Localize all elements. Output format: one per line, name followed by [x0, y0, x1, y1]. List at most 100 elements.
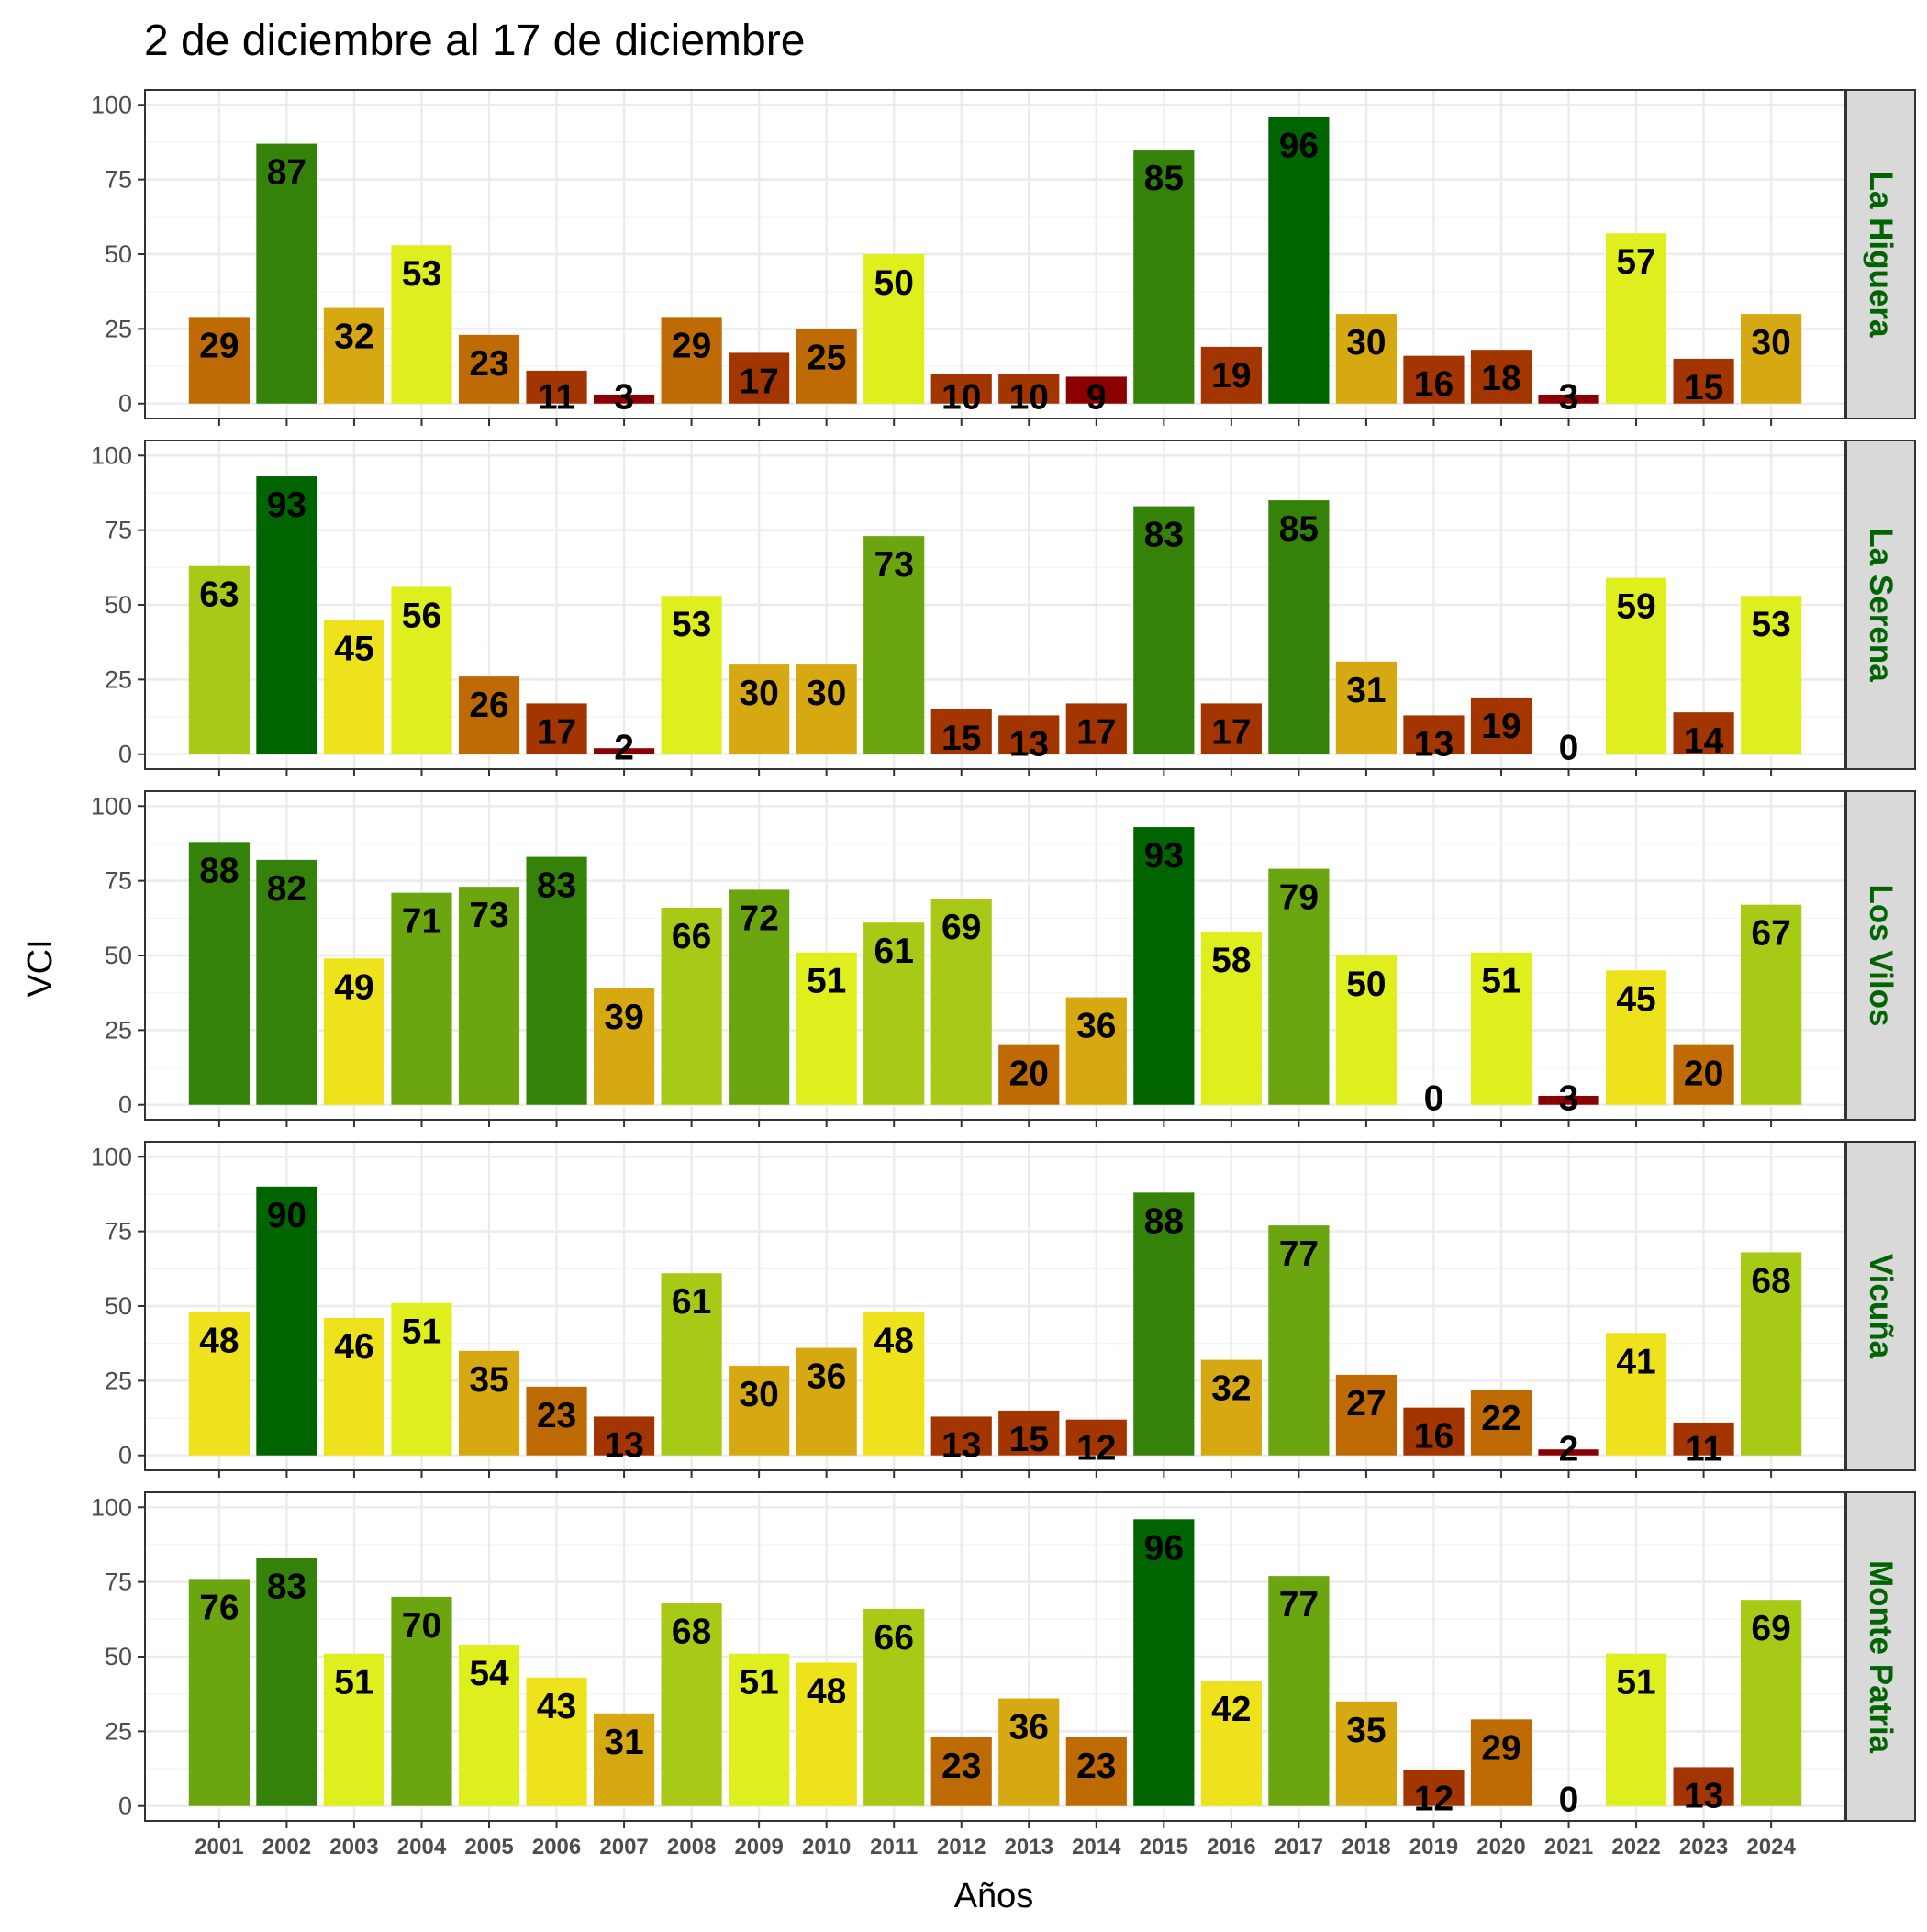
bar-value-label: 29 — [199, 326, 239, 365]
bar-value-label: 53 — [402, 254, 441, 294]
bar — [930, 899, 992, 1105]
x-tick-label: 2002 — [262, 1835, 311, 1859]
bar-value-label: 23 — [469, 344, 508, 384]
bar — [593, 1416, 655, 1456]
y-tick-label: 75 — [105, 517, 132, 544]
bar-value-label: 31 — [604, 1723, 643, 1762]
bar — [1470, 952, 1532, 1105]
bar-value-label: 15 — [1009, 1420, 1049, 1459]
bar-value-label: 88 — [1144, 1201, 1184, 1241]
bar — [998, 374, 1060, 404]
bar — [391, 586, 452, 754]
x-tick-label: 2013 — [1005, 1835, 1053, 1859]
bar — [729, 889, 790, 1105]
bar-value-label: 73 — [874, 545, 914, 585]
bar-value-label: 49 — [334, 967, 373, 1007]
x-axis-title: Años — [954, 1877, 1034, 1915]
bar — [1470, 1719, 1532, 1806]
bar — [1673, 1044, 1734, 1105]
bar-value-label: 79 — [1279, 878, 1319, 918]
bar — [661, 317, 722, 404]
bar — [1741, 596, 1802, 754]
bar — [1605, 577, 1667, 754]
bar-value-label: 67 — [1751, 914, 1790, 954]
x-tick-label: 2006 — [532, 1835, 581, 1859]
y-tick-label: 75 — [105, 1218, 132, 1245]
bar — [458, 1350, 520, 1456]
bar — [1200, 1359, 1262, 1456]
bar-value-label: 36 — [807, 1357, 846, 1397]
bar-value-label: 66 — [672, 917, 711, 956]
y-tick-label: 25 — [105, 1016, 132, 1044]
bar — [1403, 1770, 1465, 1806]
bar — [593, 988, 655, 1105]
bar — [526, 370, 587, 404]
bar-value-label: 19 — [1211, 356, 1251, 396]
bar-value-label: 66 — [874, 1618, 914, 1658]
bar-value-label: 57 — [1616, 242, 1655, 282]
bar-value-label: 13 — [941, 1425, 981, 1465]
facet-strip-label: La Higuera — [1863, 172, 1899, 338]
facet-panel: 0 25 50 75 100 88 82 49 71 73 83 39 66 72 51 61 69 20 36 93… — [91, 790, 1916, 1127]
bar — [1200, 931, 1262, 1105]
bar — [661, 1273, 722, 1456]
bar — [1335, 661, 1398, 754]
y-tick-label: 0 — [118, 1091, 132, 1119]
bar-value-label: 41 — [1616, 1342, 1655, 1381]
bar-value-label: 36 — [1009, 1708, 1049, 1748]
bar — [863, 1608, 925, 1806]
bar-value-label: 17 — [739, 362, 778, 401]
bar — [391, 1596, 452, 1806]
bar-value-label: 69 — [941, 908, 981, 947]
bar-value-label: 76 — [199, 1588, 239, 1627]
bar — [729, 664, 790, 754]
bar — [188, 1579, 250, 1806]
bar-value-label: 48 — [807, 1672, 846, 1712]
bar-value-label: 27 — [1346, 1384, 1386, 1424]
bar-value-label: 61 — [874, 932, 914, 971]
bar-value-label: 30 — [739, 1375, 778, 1414]
bar-value-label: 77 — [1279, 1585, 1319, 1625]
bar-value-label: 30 — [807, 674, 846, 713]
bar — [796, 952, 857, 1105]
bar-value-label: 39 — [604, 998, 643, 1037]
bar-value-label: 3 — [1559, 378, 1579, 418]
bar — [1335, 1374, 1398, 1456]
bar-value-label: 12 — [1076, 1429, 1116, 1469]
bar-value-label: 58 — [1211, 941, 1251, 980]
x-tick-label: 2003 — [329, 1835, 378, 1859]
y-tick-label: 0 — [118, 741, 132, 768]
bar — [863, 1312, 925, 1456]
bar-value-label: 13 — [1684, 1776, 1723, 1815]
bar-value-label: 45 — [334, 629, 373, 668]
bar-value-label: 29 — [1481, 1728, 1520, 1768]
facet-panel: 0 25 50 75 100 76 83 51 70 54 43 31 68 51 48 66 23 36 23 96… — [91, 1491, 1916, 1859]
x-tick-label: 2005 — [464, 1835, 513, 1859]
bar — [1268, 500, 1330, 754]
bar-value-label: 50 — [874, 263, 914, 303]
bar-value-label: 31 — [1346, 671, 1386, 710]
bar — [1335, 1701, 1398, 1806]
bar — [1673, 712, 1734, 754]
bar — [1538, 1095, 1599, 1105]
x-tick-label: 2011 — [870, 1835, 918, 1859]
y-tick-label: 0 — [118, 390, 132, 418]
bar — [256, 476, 317, 754]
bar — [796, 329, 857, 404]
bar-value-label: 18 — [1481, 359, 1520, 398]
bar-value-label: 93 — [267, 486, 306, 525]
x-tick-label: 2024 — [1746, 1835, 1796, 1859]
bar — [998, 1044, 1060, 1105]
bar-value-label: 42 — [1211, 1690, 1251, 1729]
bar — [1065, 703, 1127, 754]
facet-strip — [1845, 1491, 1916, 1822]
bar-value-label: 45 — [1616, 979, 1655, 1019]
x-tick-label: 2004 — [397, 1835, 447, 1859]
bar — [256, 1186, 317, 1456]
bar-value-label: 23 — [537, 1396, 576, 1435]
bar — [593, 748, 655, 754]
bar — [1605, 233, 1667, 404]
bar-value-label: 14 — [1684, 721, 1724, 761]
x-tick-label: 2010 — [802, 1835, 851, 1859]
